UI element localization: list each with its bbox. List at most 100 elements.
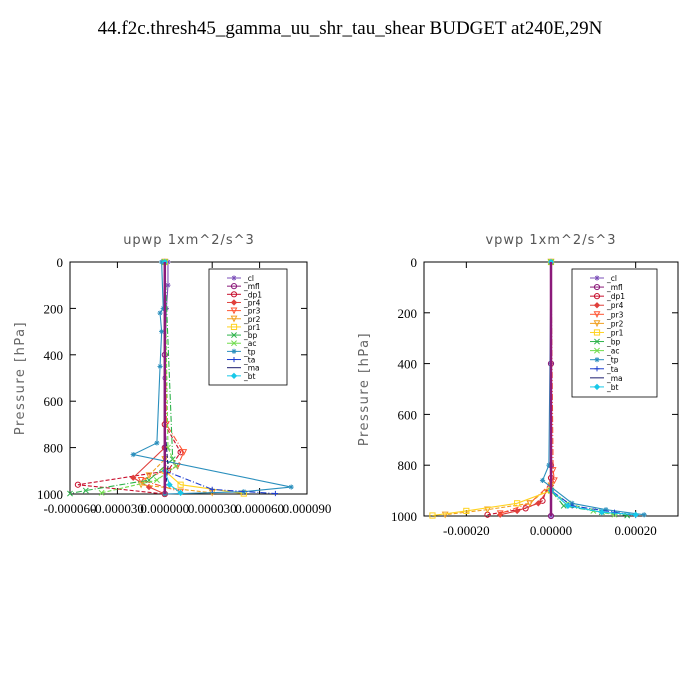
legend-marker: [593, 293, 601, 300]
y-tick-label: 400: [398, 357, 418, 372]
page-title: 44.f2c.thresh45_gamma_uu_shr_tau_shear B…: [97, 18, 603, 39]
data-point: [535, 500, 542, 507]
series-line: [445, 262, 552, 516]
data-point: [145, 472, 153, 480]
legend-label: _dp1: [606, 292, 625, 301]
data-point: [463, 507, 470, 515]
x-tick-label: -0.000060: [43, 501, 96, 516]
legend-marker: [593, 383, 601, 391]
data-point: [153, 477, 160, 484]
legend-marker: [230, 315, 238, 323]
data-point: [74, 481, 82, 488]
x-tick-label: 0.000000: [140, 501, 189, 516]
legend-marker: [594, 338, 600, 345]
x-tick-label: 0.000030: [188, 501, 237, 516]
data-point: [526, 500, 534, 508]
data-point: [137, 481, 145, 489]
legend-label: _ac: [243, 339, 256, 348]
legend-marker: [231, 332, 237, 339]
legend-label: _ma: [243, 364, 260, 373]
legend-label: _cl: [606, 274, 617, 283]
legend-label: _pr3: [243, 307, 261, 316]
data-point: [145, 483, 153, 491]
legend-label: _pr3: [606, 310, 624, 319]
legend-marker: [231, 348, 237, 354]
legend-label: _mfl: [243, 282, 260, 291]
legend-marker: [230, 323, 238, 331]
y-tick-label: 800: [398, 458, 418, 473]
legend-marker: [594, 275, 600, 281]
x-tick-label: 0.000060: [235, 501, 284, 516]
y-axis-label: Pressure [hPa]: [357, 332, 372, 446]
data-point: [82, 487, 89, 494]
y-tick-label: 800: [44, 441, 64, 456]
series-line: [500, 261, 555, 514]
legend-marker: [230, 291, 238, 298]
legend-label: _bt: [606, 383, 619, 392]
series-ac: [98, 259, 179, 496]
legend-marker: [230, 299, 238, 306]
data-point: [172, 463, 179, 470]
plot-frame: [69, 261, 308, 495]
legend-label: _pr1: [243, 323, 261, 332]
series-line: [500, 262, 552, 516]
y-tick-label: 1000: [37, 487, 63, 502]
legend-label: _pr2: [243, 315, 261, 324]
y-tick-label: 600: [44, 394, 64, 409]
data-point: [288, 484, 294, 490]
data-point: [632, 511, 639, 518]
legend-marker: [231, 275, 237, 281]
chart-title: upwp 1xm^2/s^3: [123, 233, 255, 248]
legend: _cl_mfl_dp1_pr4_pr3_pr2_pr1_bp_ac_tp_ta_…: [208, 268, 288, 386]
legend-marker: [594, 357, 600, 363]
data-point: [157, 363, 163, 369]
legend-marker: [231, 356, 237, 363]
y-tick-label: 0: [57, 255, 64, 270]
legend-label: _pr4: [243, 298, 261, 307]
y-axis-label: Pressure [hPa]: [13, 321, 28, 435]
y-tick-label: 0: [411, 255, 418, 270]
legend-label: _ta: [243, 356, 255, 365]
data-point: [546, 462, 552, 468]
data-point: [550, 477, 558, 485]
y-tick-label: 1000: [391, 509, 417, 524]
legend-box: [571, 268, 658, 398]
legend-label: _ac: [606, 347, 619, 356]
legend-label: _pr1: [606, 328, 624, 337]
data-point: [137, 476, 145, 484]
y-tick-label: 200: [44, 301, 64, 316]
legend-marker: [593, 320, 601, 328]
data-point: [67, 490, 73, 497]
data-point: [513, 507, 521, 515]
legend-marker: [593, 311, 601, 319]
series-pr2: [137, 258, 216, 497]
legend-label: _ta: [606, 365, 618, 374]
legend-label: _bt: [243, 372, 256, 381]
legend-marker: [593, 329, 601, 336]
data-point: [130, 474, 137, 481]
data-point: [209, 486, 215, 492]
legend-marker: [230, 372, 238, 380]
data-point: [272, 490, 278, 497]
legend-label: _mfl: [606, 283, 623, 292]
series-line: [487, 262, 552, 516]
x-tick-label: -0.000030: [91, 501, 144, 516]
series-pr2: [441, 258, 555, 519]
data-point: [429, 512, 436, 519]
series-line: [432, 262, 552, 517]
y-tick-label: 600: [398, 407, 418, 422]
series-line: [131, 261, 292, 495]
legend-label: _cl: [243, 274, 254, 283]
data-point: [166, 481, 173, 488]
data-point: [641, 512, 647, 518]
legend-marker: [594, 347, 600, 354]
legend-label: _pr4: [606, 301, 624, 310]
data-point: [177, 481, 184, 488]
legend-box: [208, 268, 288, 386]
data-point: [177, 489, 184, 497]
data-point: [611, 509, 618, 515]
legend-marker: [594, 366, 600, 372]
legend-label: _bp: [606, 338, 621, 347]
legend-label: _dp1: [243, 290, 262, 299]
